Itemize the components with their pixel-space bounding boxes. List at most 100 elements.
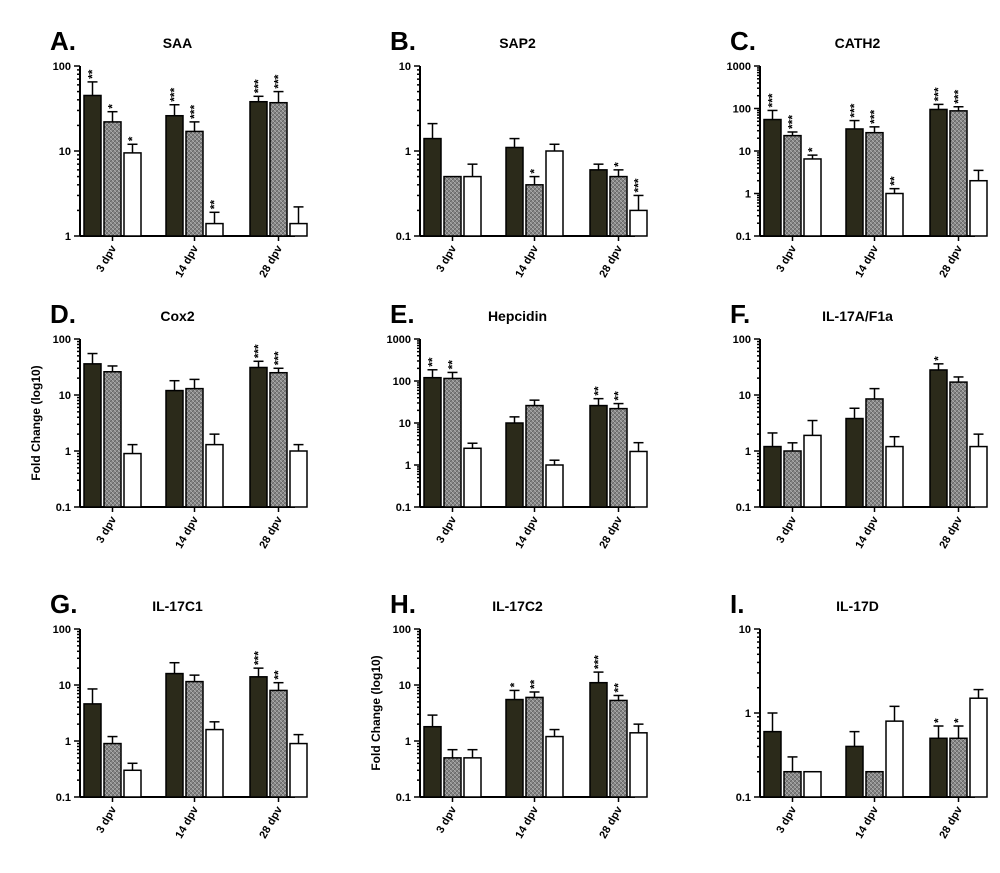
y-tick-label: 1 bbox=[405, 460, 411, 472]
y-tick-label: 1 bbox=[65, 231, 71, 243]
y-tick-label: 100 bbox=[393, 376, 411, 388]
bar-group1 bbox=[929, 108, 948, 237]
significance-marker: ** bbox=[86, 69, 100, 79]
panel-title: CATH2 bbox=[835, 35, 881, 51]
panel-letter: G. bbox=[50, 589, 77, 619]
panel-letter: E. bbox=[390, 299, 415, 329]
bar-group1 bbox=[83, 363, 102, 508]
x-tick-label: 28 dpv bbox=[597, 514, 625, 551]
x-tick-label: 3 dpv bbox=[774, 804, 799, 836]
bar-group2 bbox=[269, 371, 288, 508]
y-tick-label: 1 bbox=[745, 446, 751, 458]
bar-group2 bbox=[103, 742, 122, 798]
x-tick-label: 28 dpv bbox=[937, 804, 965, 841]
bar-group1 bbox=[505, 698, 524, 798]
bar-group3 bbox=[545, 150, 564, 237]
panel-letter: I. bbox=[730, 589, 744, 619]
bar-group1 bbox=[83, 703, 102, 798]
bar-group1 bbox=[845, 128, 864, 237]
significance-marker: ** bbox=[446, 360, 460, 370]
panel-title: SAP2 bbox=[499, 35, 536, 51]
bar-group1 bbox=[845, 417, 864, 508]
significance-marker: ** bbox=[592, 386, 606, 396]
x-tick-label: 3 dpv bbox=[434, 243, 459, 275]
significance-marker: *** bbox=[188, 105, 202, 119]
x-tick-label: 3 dpv bbox=[94, 514, 119, 546]
x-tick-label: 3 dpv bbox=[94, 243, 119, 275]
y-tick-label: 100 bbox=[733, 104, 751, 116]
x-tick-label: 14 dpv bbox=[513, 514, 541, 551]
x-tick-label: 28 dpv bbox=[257, 804, 285, 841]
y-tick-label: 0.1 bbox=[396, 792, 411, 804]
significance-marker: ** bbox=[426, 357, 440, 367]
significance-marker: ** bbox=[612, 391, 626, 401]
panel-il-17a-f1a: F. IL-17A/F1a 0.1 1 10 100 3 dpv 14 dpv 28 dpv * bbox=[730, 299, 988, 551]
bar-group2 bbox=[865, 770, 884, 798]
bar-group1 bbox=[763, 118, 782, 237]
bar-group2 bbox=[949, 381, 968, 508]
bar-group1 bbox=[165, 389, 184, 508]
bar-group2 bbox=[185, 680, 204, 798]
bar-group2 bbox=[525, 696, 544, 798]
bar-group2 bbox=[609, 699, 628, 798]
y-tick-label: 100 bbox=[53, 624, 71, 636]
x-tick-label: 14 dpv bbox=[173, 514, 201, 551]
bar-group1 bbox=[249, 366, 268, 508]
significance-marker: *** bbox=[272, 351, 286, 365]
significance-marker: *** bbox=[252, 344, 266, 358]
y-axis-label: Fold Change (log10) bbox=[29, 365, 43, 480]
y-tick-label: 100 bbox=[53, 61, 71, 73]
bar-group2 bbox=[103, 371, 122, 508]
y-tick-label: 1000 bbox=[387, 334, 411, 346]
bar-group2 bbox=[103, 121, 122, 237]
x-tick-label: 14 dpv bbox=[853, 514, 881, 551]
bar-group1 bbox=[845, 745, 864, 798]
bar-group3 bbox=[545, 735, 564, 798]
x-tick-label: 28 dpv bbox=[937, 514, 965, 551]
bar-group2 bbox=[609, 407, 628, 508]
y-tick-label: 1000 bbox=[727, 61, 751, 73]
significance-marker: * bbox=[806, 147, 820, 152]
bar-group1 bbox=[505, 422, 524, 508]
bar-group1 bbox=[165, 672, 184, 798]
x-tick-label: 28 dpv bbox=[257, 243, 285, 280]
panel-letter: F. bbox=[730, 299, 750, 329]
y-tick-label: 0.1 bbox=[736, 792, 751, 804]
y-tick-label: 1 bbox=[745, 189, 751, 201]
significance-marker: * bbox=[126, 136, 140, 141]
bar-group2 bbox=[865, 131, 884, 237]
significance-marker: *** bbox=[252, 79, 266, 93]
panel-title: IL-17C2 bbox=[492, 598, 543, 614]
bar-group1 bbox=[763, 445, 782, 508]
bar-group1 bbox=[83, 94, 102, 237]
y-tick-label: 10 bbox=[739, 146, 751, 158]
bar-group2 bbox=[949, 110, 968, 237]
significance-marker: ** bbox=[612, 683, 626, 693]
y-tick-label: 1 bbox=[405, 146, 411, 158]
bar-group2 bbox=[525, 404, 544, 508]
y-tick-label: 1 bbox=[65, 736, 71, 748]
bar-group2 bbox=[525, 184, 544, 237]
y-axis-label: Fold Change (log10) bbox=[369, 655, 383, 770]
significance-marker: *** bbox=[766, 93, 780, 107]
y-tick-label: 100 bbox=[53, 334, 71, 346]
bar-group3 bbox=[803, 158, 822, 237]
x-tick-label: 14 dpv bbox=[513, 804, 541, 841]
bar-group3 bbox=[123, 152, 142, 237]
panel-letter: D. bbox=[50, 299, 76, 329]
bar-group1 bbox=[165, 114, 184, 237]
x-tick-label: 28 dpv bbox=[597, 804, 625, 841]
x-tick-label: 3 dpv bbox=[774, 243, 799, 275]
y-tick-label: 0.1 bbox=[56, 502, 71, 514]
x-tick-label: 14 dpv bbox=[173, 804, 201, 841]
x-tick-label: 3 dpv bbox=[434, 514, 459, 546]
panel-hepcidin: E. Hepcidin 0.1 1 10 100 1000 3 dpv ** ** 14 dpv 28… bbox=[387, 299, 648, 551]
y-tick-label: 0.1 bbox=[736, 502, 751, 514]
y-tick-label: 0.1 bbox=[736, 231, 751, 243]
bar-group3 bbox=[289, 742, 308, 798]
bar-group2 bbox=[185, 387, 204, 508]
significance-marker: *** bbox=[632, 178, 646, 192]
x-tick-label: 3 dpv bbox=[434, 804, 459, 836]
